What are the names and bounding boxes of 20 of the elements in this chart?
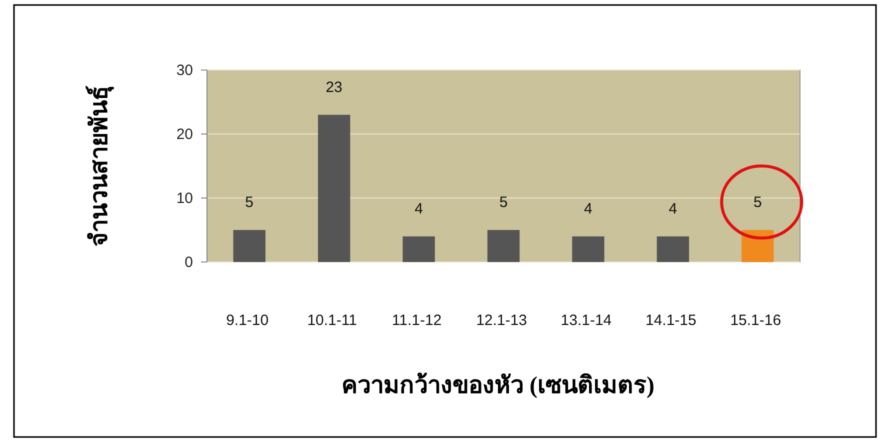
x-tick-label: 15.1-16 [730, 312, 782, 329]
x-tick-label: 13.1-14 [560, 312, 612, 329]
data-label: 4 [668, 200, 678, 218]
data-label: 23 [326, 78, 342, 96]
x-axis-title: ความกว้างของหัว (เซนติเมตร) [342, 372, 654, 399]
data-label: 5 [753, 194, 762, 211]
x-tick-label: 12.1-13 [476, 312, 527, 329]
data-label: 5 [245, 194, 254, 211]
data-label: 5 [499, 194, 508, 211]
x-tick-label: 9.1-10 [226, 312, 269, 329]
y-tick-label: 20 [176, 126, 193, 143]
x-tick-label: 14.1-15 [645, 312, 696, 329]
y-axis-title: จำนวนสายพันธุ์ [85, 86, 115, 246]
y-tick-label: 0 [184, 254, 193, 271]
y-tick-label: 10 [176, 190, 193, 207]
x-tick-label: 10.1-11 [307, 312, 357, 329]
y-tick-label: 30 [176, 62, 193, 79]
data-label: 4 [414, 200, 423, 218]
data-label: 4 [584, 200, 592, 218]
x-tick-label: 11.1-12 [392, 312, 442, 329]
